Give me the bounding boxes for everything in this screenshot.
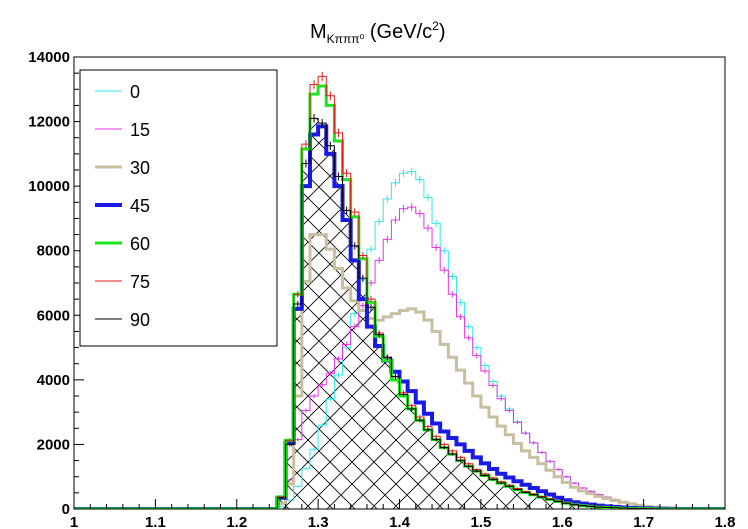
x-tick-label: 1 — [70, 514, 78, 529]
title-close: ) — [439, 21, 446, 43]
title-main: M — [310, 21, 327, 43]
chart-title: MKπππ⁰ (GeV/c2) — [310, 19, 445, 46]
series-layer — [74, 71, 725, 509]
series-line-90 — [74, 117, 725, 509]
x-tick-label: 1.3 — [308, 514, 329, 529]
legend-label-45: 45 — [130, 196, 150, 216]
legend-items: 0 15 30 45 60 75 90 — [95, 82, 150, 330]
axis-layer: 1 1.1 1.2 1.3 1.4 1.5 1.6 1.7 1.8 0 2000 4000 6000 80… — [28, 49, 735, 529]
hatch-fill-series-90 — [74, 118, 725, 509]
y-tick-label: 10000 — [28, 178, 70, 195]
legend-label-60: 60 — [130, 234, 150, 254]
x-tick-label: 1.4 — [389, 514, 411, 529]
x-tick-label: 1.6 — [552, 514, 573, 529]
title-suffix: (GeV/c — [364, 21, 432, 43]
x-tick-label: 1.8 — [715, 514, 736, 529]
legend-label-75: 75 — [130, 272, 150, 292]
legend-box — [79, 69, 278, 347]
title-superscript: 2 — [432, 19, 439, 33]
y-tick-label: 12000 — [28, 114, 70, 131]
legend-label-30: 30 — [130, 158, 150, 178]
y-tick-label: 2000 — [37, 436, 70, 453]
legend-label-90: 90 — [130, 310, 150, 330]
y-tick-label: 14000 — [28, 49, 70, 66]
y-tick-label: 4000 — [37, 372, 70, 389]
x-tick-label: 1.7 — [633, 514, 654, 529]
x-tick-label: 1.2 — [226, 514, 247, 529]
y-tick-label: 6000 — [37, 307, 70, 324]
legend: 0 15 30 45 60 75 90 — [79, 69, 278, 347]
title-subscript: Kπππ⁰ — [327, 32, 365, 46]
x-tick-label: 1.5 — [470, 514, 491, 529]
hatched-area-layer — [74, 118, 725, 509]
y-tick-label: 0 — [62, 501, 70, 518]
legend-label-15: 15 — [130, 120, 150, 140]
legend-label-0: 0 — [130, 82, 140, 102]
x-tick-label: 1.1 — [145, 514, 166, 529]
series-line-30 — [74, 233, 725, 509]
y-tick-label: 8000 — [37, 243, 70, 260]
